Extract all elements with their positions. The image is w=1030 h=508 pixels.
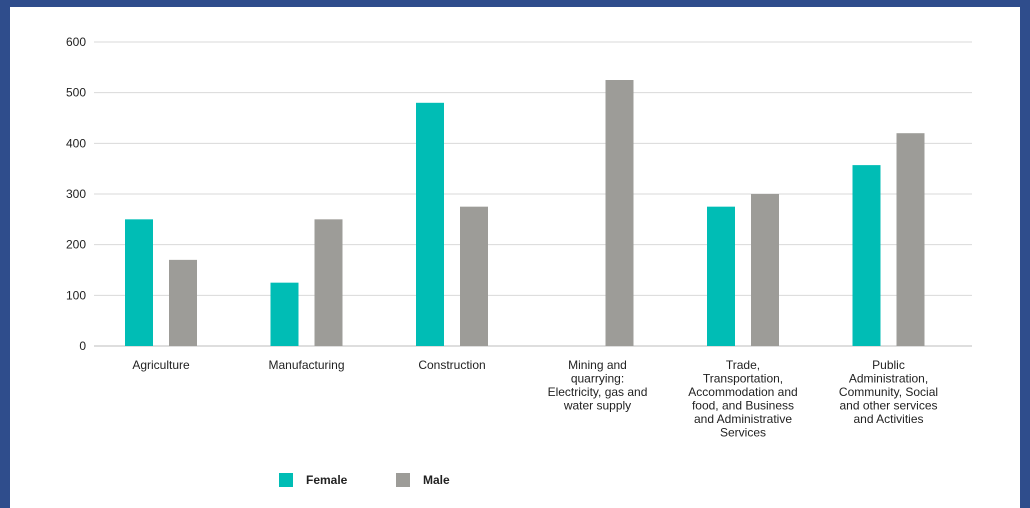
category-label: Construction <box>418 358 485 372</box>
category-label: Manufacturing <box>268 358 344 372</box>
category-label: Public Administration, Community, Social an… <box>839 358 938 426</box>
bar-male <box>314 219 343 346</box>
bar-male <box>751 194 779 346</box>
y-tick-label: 0 <box>79 339 86 353</box>
y-tick-label: 600 <box>66 35 86 49</box>
legend-label-female: Female <box>306 473 348 487</box>
bar-female <box>125 219 153 346</box>
bar-chart: 0 100 200 300 400 500 600 Agriculture Manufactu… <box>66 35 972 487</box>
y-tick-label: 300 <box>66 187 86 201</box>
grid-lines <box>94 41 972 347</box>
y-axis-ticks: 0 100 200 300 400 500 600 <box>66 35 86 353</box>
bars <box>125 80 925 346</box>
chart-panel: 0 100 200 300 400 500 600 Agriculture Manufactu… <box>10 7 1020 508</box>
bar-female <box>416 102 444 346</box>
bar-female <box>707 206 735 346</box>
legend-swatch-female <box>279 473 293 487</box>
category-label: Mining and quarrying: Electricity, gas and… <box>548 358 648 413</box>
bar-male <box>169 259 197 346</box>
category-label: Agriculture <box>132 358 190 372</box>
bar-male <box>605 80 634 346</box>
bar-female <box>270 282 299 346</box>
legend-swatch-male <box>396 473 410 487</box>
bar-male <box>896 133 925 346</box>
y-tick-label: 200 <box>66 238 86 252</box>
category-label: Trade, Transportation, Accommodation and fo… <box>688 358 797 440</box>
y-tick-label: 400 <box>66 136 86 150</box>
y-tick-label: 100 <box>66 288 86 302</box>
y-tick-label: 500 <box>66 86 86 100</box>
legend: Female Male <box>279 473 450 487</box>
bar-female <box>852 165 881 346</box>
legend-label-male: Male <box>423 473 450 487</box>
x-axis-categories: Agriculture Manufacturing Construction Mini… <box>132 358 938 440</box>
bar-male <box>460 206 488 346</box>
